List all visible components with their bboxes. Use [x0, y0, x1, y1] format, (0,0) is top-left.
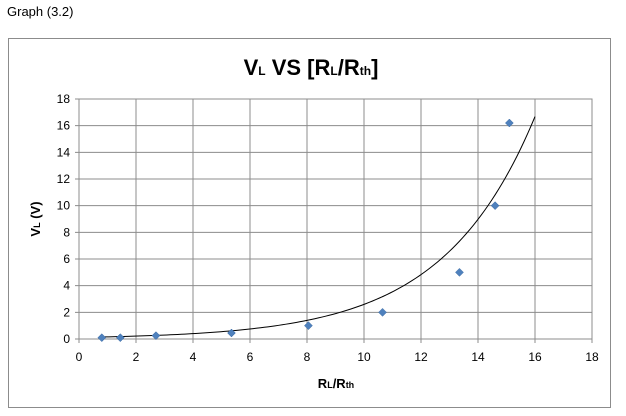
- graph-caption: Graph (3.2): [7, 4, 74, 19]
- trendline: [101, 116, 536, 338]
- plot-area: [78, 98, 593, 340]
- x-tick-label: 16: [528, 350, 542, 364]
- x-tick-label: 4: [190, 350, 197, 364]
- x-axis-title: RL/Rth: [318, 376, 354, 391]
- y-axis-ticks: 0 2 4 6 8 10 12 14 16 18: [57, 92, 71, 346]
- data-point: [378, 307, 387, 317]
- y-axis-title: VL (V): [28, 201, 43, 236]
- title-part-a: V: [244, 55, 259, 80]
- data-point: [151, 331, 161, 341]
- x-axis-ticks: 0 2 4 6 8 10 12 14 16 18: [76, 350, 599, 364]
- y-tick-label: 2: [63, 305, 70, 319]
- x-tick-label: 14: [471, 350, 485, 364]
- y-tick-label: 10: [57, 199, 71, 213]
- x-tick-label: 6: [247, 350, 254, 364]
- chart-title: VL VS [RL/Rth]: [244, 55, 379, 80]
- x-tick-label: 18: [585, 350, 599, 364]
- plot-grid: [75, 98, 593, 343]
- title-part-d: ]: [371, 55, 378, 80]
- data-point: [490, 201, 500, 211]
- y-tick-label: 8: [63, 225, 70, 239]
- x-tick-label: 0: [76, 350, 83, 364]
- data-point: [304, 321, 313, 331]
- title-part-c: /R: [338, 55, 360, 80]
- x-tick-label: 2: [133, 350, 140, 364]
- y-tick-label: 0: [63, 332, 70, 346]
- ylabel-sub-a: L: [32, 222, 42, 228]
- y-tick-label: 6: [63, 252, 70, 266]
- ylabel-part-a: V: [28, 228, 43, 237]
- y-tick-label: 14: [57, 145, 71, 159]
- x-tick-label: 12: [414, 350, 428, 364]
- data-point: [115, 333, 125, 343]
- data-points: [97, 118, 514, 343]
- y-tick-label: 12: [57, 172, 71, 186]
- data-point: [504, 118, 514, 128]
- xlabel-part-a: R: [318, 376, 328, 391]
- chart-frame: [8, 38, 611, 408]
- y-tick-label: 16: [57, 119, 71, 133]
- title-sub-a: L: [258, 64, 265, 78]
- title-sub-b: L: [330, 64, 337, 78]
- title-sub-c: th: [360, 64, 371, 78]
- data-point: [97, 333, 107, 343]
- y-tick-label: 4: [63, 279, 70, 293]
- y-tick-label: 18: [57, 92, 71, 106]
- x-tick-label: 8: [304, 350, 311, 364]
- xlabel-sub-b: th: [346, 380, 355, 390]
- xlabel-sub-a: L: [327, 380, 333, 390]
- xlabel-part-b: /R: [333, 376, 347, 391]
- title-part-b: VS [R: [266, 55, 331, 80]
- ylabel-part-b: (V): [28, 201, 43, 222]
- x-tick-label: 10: [357, 350, 371, 364]
- data-point: [455, 267, 464, 277]
- data-point: [227, 328, 236, 338]
